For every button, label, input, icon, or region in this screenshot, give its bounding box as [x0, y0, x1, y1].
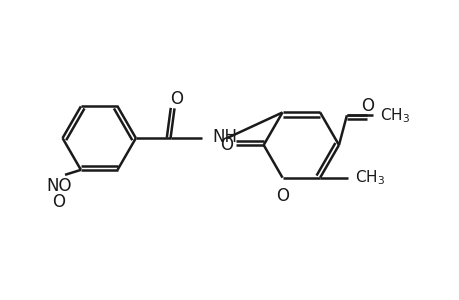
Text: O: O: [52, 193, 66, 211]
Text: CH$_3$: CH$_3$: [354, 168, 384, 187]
Text: NO: NO: [46, 177, 72, 195]
Text: O: O: [170, 91, 183, 109]
Text: O: O: [275, 187, 288, 205]
Text: O: O: [220, 136, 233, 154]
Text: NH: NH: [212, 128, 237, 146]
Text: O: O: [360, 98, 374, 116]
Text: CH$_3$: CH$_3$: [379, 106, 409, 125]
